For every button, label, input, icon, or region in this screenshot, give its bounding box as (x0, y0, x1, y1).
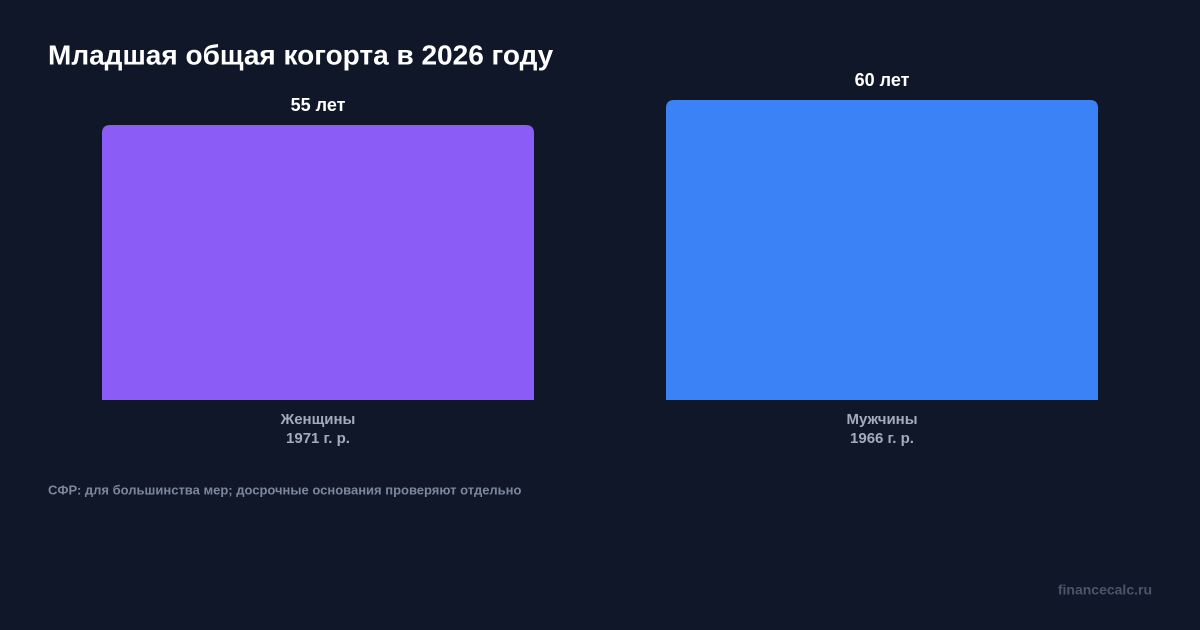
bar (666, 100, 1098, 400)
x-tick-note: 1971 г. р. (286, 430, 350, 447)
value-label: 60 лет (855, 70, 910, 90)
x-tick-label: Мужчины (846, 411, 917, 428)
chart-title: Младшая общая когорта в 2026 году (48, 39, 554, 70)
footnote: СФР: для большинства мер; досрочные осно… (48, 482, 522, 497)
watermark: financecalc.ru (1058, 582, 1152, 598)
x-tick-note: 1966 г. р. (850, 430, 914, 447)
bar (102, 125, 534, 400)
x-tick-label: Женщины (280, 411, 356, 428)
value-label: 55 лет (291, 95, 346, 115)
